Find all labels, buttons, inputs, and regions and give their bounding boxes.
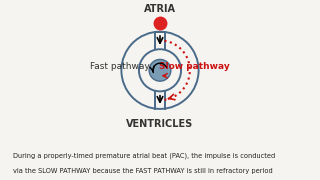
Text: Slow pathway: Slow pathway [159, 62, 230, 71]
Text: ATRIA: ATRIA [144, 4, 176, 14]
Text: During a properly-timed premature atrial beat (PAC), the impulse is conducted: During a properly-timed premature atrial… [13, 152, 275, 159]
Text: VENTRICLES: VENTRICLES [126, 120, 194, 129]
Text: Fast pathway: Fast pathway [90, 62, 149, 71]
Text: via the SLOW PATHWAY because the FAST PATHWAY is still in refractory period: via the SLOW PATHWAY because the FAST PA… [13, 168, 273, 174]
Circle shape [149, 59, 171, 81]
